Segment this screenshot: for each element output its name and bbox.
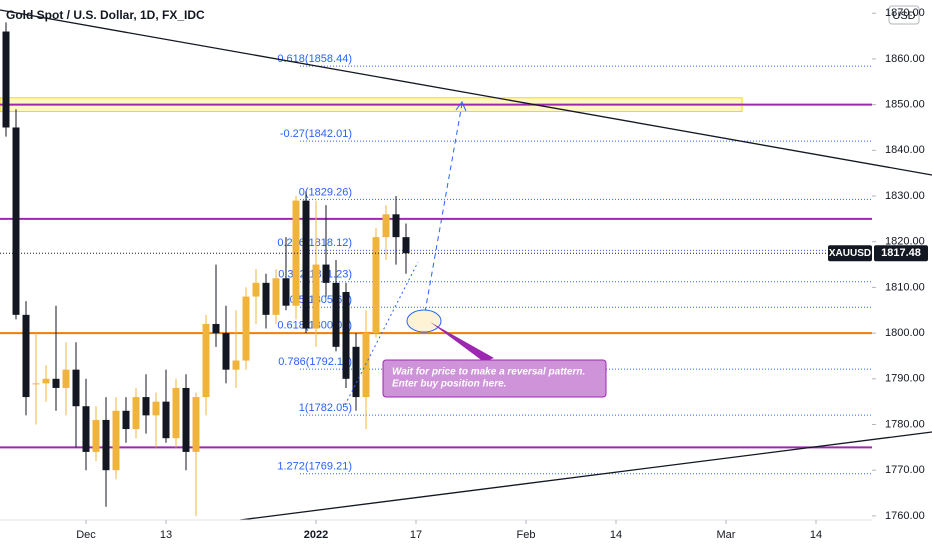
fib-label: 0.236(1818.12) <box>277 237 352 249</box>
x-tick-label: 14 <box>610 529 622 541</box>
candle-body <box>132 397 140 430</box>
candle-body <box>152 401 160 416</box>
chart-title: Gold Spot / U.S. Dollar, 1D, FX_IDC <box>6 8 205 22</box>
fib-label: 0.618(1858.44) <box>277 53 352 65</box>
candle-body <box>12 127 20 315</box>
candle-body <box>302 200 310 329</box>
price-tag <box>874 245 928 262</box>
candle-body <box>322 264 330 283</box>
plot-area: 0.618(1858.44) -0.27(1842.01) 0(1829.26) 0.… <box>0 22 872 516</box>
candle-body <box>392 214 400 238</box>
candle-body <box>112 410 120 471</box>
x-tick-label: Mar <box>717 529 736 541</box>
candle-body <box>242 296 250 361</box>
y-tick-label: 1840.00 <box>885 144 925 156</box>
y-tick-label: 1810.00 <box>885 281 925 293</box>
currency-badge <box>888 5 920 25</box>
candle-body <box>282 278 290 306</box>
y-tick-label: 1870.00 <box>885 7 925 19</box>
price-label: 1817.48 <box>881 247 921 259</box>
candle-body <box>2 31 10 128</box>
candle-body <box>72 369 80 407</box>
candle-body <box>192 397 200 452</box>
candle-body <box>402 237 410 254</box>
arrow-head <box>455 101 467 112</box>
candle-body <box>142 397 150 416</box>
candle-body <box>172 387 180 439</box>
fib-label: 1.272(1769.21) <box>277 461 352 473</box>
candle-body <box>22 314 30 398</box>
fib-label: -0.27(1842.01) <box>280 128 352 140</box>
candle-body <box>222 333 230 370</box>
target-ellipse <box>406 309 442 333</box>
fib-label: 1(1782.05) <box>299 402 352 414</box>
candle-body <box>122 410 130 430</box>
candle-body <box>262 282 270 315</box>
candle-body <box>62 369 70 388</box>
x-tick-label: 14 <box>810 529 822 541</box>
symbol-label: XAUUSD <box>829 248 871 259</box>
x-tick-label: 17 <box>410 529 422 541</box>
fib-label: 0.786(1792.11) <box>278 356 352 368</box>
candle-body <box>342 291 350 379</box>
candle-body <box>232 360 240 370</box>
y-tick-label: 1800.00 <box>885 327 925 339</box>
candle-body <box>92 419 100 452</box>
projection-line <box>344 261 419 406</box>
y-tick-label: 1790.00 <box>885 373 925 385</box>
candle-body <box>312 264 320 329</box>
y-tick-label: 1770.00 <box>885 464 925 476</box>
callout-pointer <box>430 322 494 362</box>
x-tick-label: Dec <box>76 529 96 541</box>
currency-label: USD <box>892 10 915 22</box>
y-tick-label: 1830.00 <box>885 190 925 202</box>
candle-body <box>252 282 260 297</box>
candle-body <box>52 378 60 388</box>
trend-line <box>0 9 932 176</box>
symbol-tag <box>828 245 872 262</box>
candle-body <box>372 237 380 334</box>
candle-body <box>182 387 190 452</box>
callout-box <box>382 359 607 398</box>
y-tick-label: 1760.00 <box>885 510 925 522</box>
callout-text: Wait for price to make a reversal patter… <box>392 367 585 378</box>
callout-text: Enter buy position here. <box>392 379 506 390</box>
candle-body <box>272 278 280 315</box>
candle-body <box>382 214 390 238</box>
x-tick-label: 13 <box>160 529 172 541</box>
candle-body <box>362 333 370 398</box>
candle-body <box>212 323 220 334</box>
candle-body <box>102 419 110 471</box>
fib-label: 0(1829.26) <box>299 186 352 198</box>
y-tick-label: 1860.00 <box>885 53 925 65</box>
x-tick-label: Feb <box>517 529 536 541</box>
candle-body <box>82 406 90 452</box>
candle-body <box>292 200 300 306</box>
y-tick-label: 1780.00 <box>885 418 925 430</box>
trend-line <box>239 431 932 521</box>
candle-body <box>352 346 360 398</box>
candle-body <box>162 401 170 439</box>
candle-body <box>202 323 210 398</box>
candle-body <box>332 282 340 347</box>
y-tick-label: 1850.00 <box>885 99 925 111</box>
x-tick-label: 2022 <box>304 529 328 541</box>
candle-body <box>42 378 50 384</box>
candle-body <box>32 383 40 385</box>
y-tick-label: 1820.00 <box>885 236 925 248</box>
